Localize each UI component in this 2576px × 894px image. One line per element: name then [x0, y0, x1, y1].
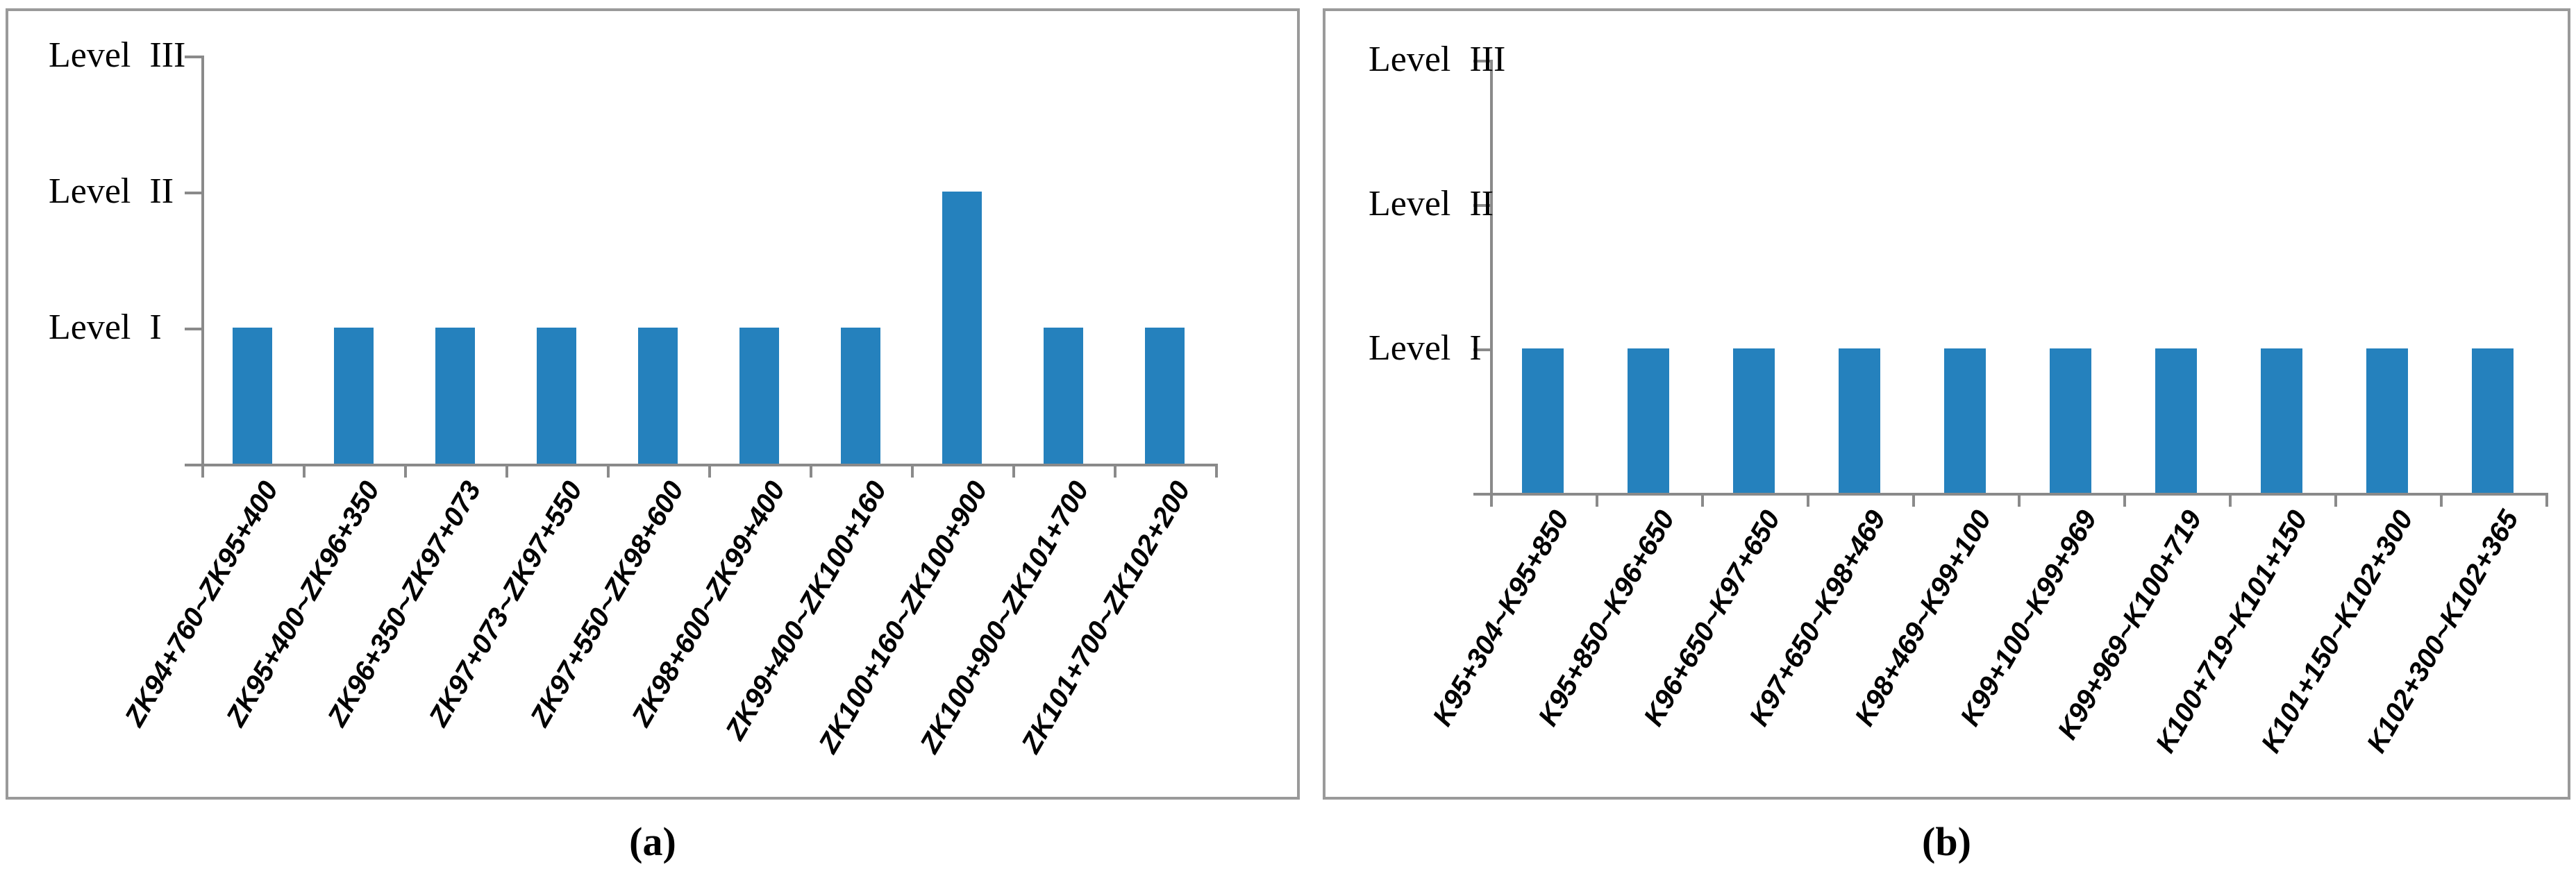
bar [840, 328, 880, 464]
y-axis-line [201, 56, 204, 466]
bar [333, 328, 374, 464]
y-axis-tick [1473, 60, 1493, 62]
x-axis-tick [1807, 496, 1809, 507]
bar [1522, 348, 1564, 493]
x-axis-tick [201, 466, 204, 478]
x-axis-tick [303, 466, 306, 478]
bar [536, 328, 576, 464]
bar [942, 192, 982, 464]
bar [2366, 348, 2408, 493]
bar [1944, 348, 1986, 493]
bar [1628, 348, 1669, 493]
x-axis-tick [2440, 496, 2443, 507]
x-axis-tick [1912, 496, 1915, 507]
y-tick-label: Level II [1369, 184, 1494, 224]
y-axis-tick [1473, 204, 1493, 207]
y-tick-label: Level III [1369, 40, 1506, 79]
x-axis-tick [708, 466, 711, 478]
bar [2155, 348, 2197, 493]
x-axis-tick [1701, 496, 1704, 507]
chart-panel-a: Level I Level II Level III ZK94+760~ZK95+40… [6, 8, 1300, 800]
x-axis-tick [2334, 496, 2337, 507]
bar [739, 328, 779, 464]
bar [435, 328, 475, 464]
y-axis-tick [185, 192, 204, 194]
x-axis-tick [404, 466, 407, 478]
y-tick-label: Level I [49, 307, 162, 347]
x-axis-line [201, 464, 1218, 466]
y-tick-label: Level I [1369, 328, 1482, 368]
x-axis-tick [505, 466, 508, 478]
y-axis-tick [185, 56, 204, 58]
y-tick-label: Level III [49, 35, 186, 75]
bar [232, 328, 272, 464]
x-axis-tick [1215, 466, 1218, 478]
x-axis-tick [1114, 466, 1116, 478]
bar [1144, 328, 1185, 464]
y-axis-tick [1473, 348, 1493, 351]
bar [2261, 348, 2302, 493]
caption-a: (a) [629, 819, 676, 864]
caption-b: (b) [1922, 819, 1971, 864]
y-axis-tick [1473, 493, 1493, 496]
x-axis-tick [1596, 496, 1598, 507]
x-axis-tick [2018, 496, 2021, 507]
y-axis-tick [185, 328, 204, 330]
bar [637, 328, 678, 464]
x-axis-tick [607, 466, 610, 478]
y-tick-label: Level II [49, 171, 174, 211]
x-axis-tick [1490, 496, 1493, 507]
x-axis-tick [810, 466, 812, 478]
chart-panel-b: Level I Level II Level III K95+304~K95+850 K… [1323, 8, 2570, 800]
x-axis-tick [2229, 496, 2232, 507]
x-axis-tick [2545, 496, 2548, 507]
y-axis-line [1490, 60, 1493, 496]
x-tick-label: ZK100+160~ZK100+900 [813, 476, 994, 759]
bar [2472, 348, 2514, 493]
bar [1839, 348, 1880, 493]
x-axis-tick [2123, 496, 2126, 507]
bar [1733, 348, 1775, 493]
bar [2050, 348, 2091, 493]
x-axis-line [1490, 493, 2548, 496]
bar [1043, 328, 1083, 464]
x-axis-tick [1012, 466, 1015, 478]
y-axis-tick [185, 464, 204, 466]
x-axis-tick [911, 466, 914, 478]
